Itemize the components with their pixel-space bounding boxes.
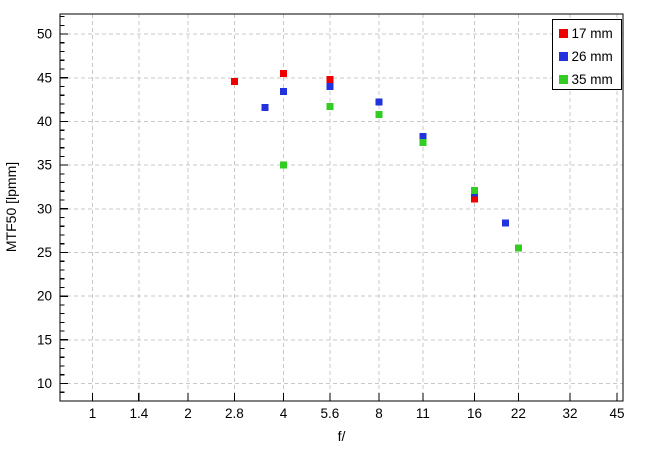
y-axis-label: MTF50 [lpmm] [3,162,19,252]
x-tick-label-45: 45 [609,406,624,421]
x-tick-label-16: 16 [467,406,482,421]
x-tick-label-2.8: 2.8 [225,406,244,421]
x-tick-label-11: 11 [416,406,430,421]
y-tick-label-35: 35 [37,158,52,173]
legend-marker-17mm [559,29,568,38]
x-tick-label-22: 22 [511,406,526,421]
data-point-35mm-f5.6 [326,103,334,111]
data-point-35mm-f11 [419,138,427,146]
x-tick-label-32: 32 [563,406,578,421]
data-point-35mm-f8 [375,110,383,118]
x-tick-label-1.4: 1.4 [129,406,148,421]
x-tick-label-2: 2 [184,406,192,421]
legend-label-35mm: 35 mm [572,72,613,87]
y-tick-label-25: 25 [37,245,52,260]
data-point-17mm-f16 [471,195,479,203]
data-point-26mm-f3.5 [261,103,269,111]
plot-generated-content: 10 15 20 25 30 35 40 45 50 1 1.4 2 2.8 4 5.6 8 11 16 22 32 4… [37,13,625,421]
y-tick-label-30: 30 [37,201,52,216]
y-tick-label-40: 40 [37,114,52,129]
y-tick-label-10: 10 [37,376,52,391]
data-point-35mm-f4 [280,161,288,169]
legend-marker-35mm [559,75,568,84]
legend-label-17mm: 17 mm [572,26,613,41]
x-tick-label-1: 1 [89,406,97,421]
x-tick-label-4: 4 [280,406,288,421]
data-point-35mm-f16 [471,186,479,194]
data-point-17mm-f4 [280,69,288,77]
legend-marker-26mm [559,52,568,61]
legend-label-26mm: 26 mm [572,49,613,64]
x-axis-label: f/ [338,428,346,444]
y-tick-label-50: 50 [37,27,52,42]
x-tick-label-8: 8 [375,406,383,421]
y-tick-label-45: 45 [37,70,52,85]
plot-border [59,13,624,402]
y-tick-label-15: 15 [37,332,52,347]
y-tick-label-20: 20 [37,289,52,304]
data-point-26mm-f5.6 [326,83,334,91]
data-point-17mm-f2.8 [230,77,238,85]
data-point-26mm-f8 [375,98,383,106]
data-point-26mm-f11 [419,132,427,140]
data-point-26mm-f4 [280,88,288,96]
data-point-35mm-f22 [514,244,522,252]
data-point-17mm-f5.6 [326,76,334,84]
x-tick-label-5.6: 5.6 [320,406,339,421]
data-point-26mm-f20 [501,219,509,227]
